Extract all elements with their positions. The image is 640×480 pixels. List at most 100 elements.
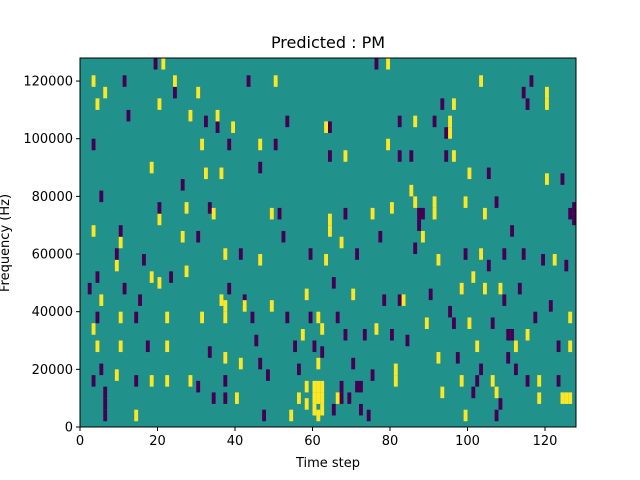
heatmap-cell-high bbox=[467, 167, 472, 180]
heatmap-cell-high bbox=[223, 300, 228, 312]
heatmap-cell-high bbox=[448, 115, 452, 128]
heatmap-cell-high bbox=[184, 202, 189, 214]
heatmap-cell-low bbox=[382, 294, 387, 306]
heatmap-cell-low bbox=[572, 202, 576, 214]
heatmap-cell-low bbox=[355, 380, 359, 393]
heatmap-cell-high bbox=[204, 167, 208, 180]
heatmap-cell-low bbox=[548, 300, 553, 312]
heatmap-cell-high bbox=[188, 109, 193, 122]
heatmap-cell-high bbox=[149, 271, 154, 283]
heatmap-cell-low bbox=[320, 346, 325, 358]
heatmap-cell-low bbox=[556, 340, 561, 353]
heatmap-cell-high bbox=[320, 392, 325, 404]
heatmap-cell-high bbox=[91, 75, 96, 87]
heatmap-cell-low bbox=[138, 294, 142, 306]
heatmap-cell-high bbox=[184, 265, 189, 278]
heatmap-cell-high bbox=[297, 392, 301, 404]
heatmap-cell-low bbox=[204, 115, 208, 128]
heatmap-cell-low bbox=[196, 230, 201, 243]
heatmap-cell-high bbox=[324, 121, 328, 133]
heatmap-cell-low bbox=[281, 230, 286, 243]
heatmap-cell-high bbox=[479, 75, 483, 87]
heatmap-cell-low bbox=[529, 75, 534, 87]
x-tick-label: 100 bbox=[455, 434, 480, 449]
heatmap-cell-low bbox=[506, 352, 511, 364]
heatmap-cell-high bbox=[304, 380, 309, 393]
heatmap-cell-low bbox=[347, 392, 352, 404]
heatmap-cell-low bbox=[207, 346, 212, 358]
heatmap-cell-low bbox=[308, 248, 313, 260]
heatmap-cell-high bbox=[452, 150, 456, 162]
heatmap-cell-high bbox=[409, 184, 414, 197]
heatmap-cell-low bbox=[91, 138, 96, 151]
heatmap-cell-high bbox=[320, 403, 325, 416]
heatmap-cell-high bbox=[118, 311, 123, 324]
heatmap-cell-low bbox=[227, 282, 232, 295]
heatmap-cell-high bbox=[289, 409, 294, 422]
heatmap-cell-high bbox=[161, 58, 166, 70]
heatmap-cell-high bbox=[157, 277, 162, 289]
x-tick-label: 80 bbox=[382, 434, 399, 449]
heatmap-cell-high bbox=[91, 323, 96, 335]
heatmap-cell-high bbox=[180, 230, 185, 243]
heatmap-cell-high bbox=[320, 323, 325, 335]
heatmap-cell-low bbox=[510, 328, 514, 341]
heatmap-cell-low bbox=[359, 380, 363, 393]
heatmap-cell-high bbox=[545, 173, 549, 185]
heatmap-cell-low bbox=[223, 375, 228, 387]
heatmap-cell-low bbox=[362, 328, 367, 341]
heatmap-cell-low bbox=[510, 225, 514, 237]
heatmap-cell-high bbox=[421, 230, 425, 243]
heatmap-cell-high bbox=[560, 392, 565, 404]
heatmap-cell-high bbox=[386, 138, 390, 151]
heatmap-cell-high bbox=[312, 380, 317, 393]
heatmap-cell-high bbox=[316, 392, 321, 404]
heatmap-cell-low bbox=[351, 357, 356, 370]
heatmap-cell-low bbox=[541, 254, 545, 266]
heatmap-cell-low bbox=[157, 202, 162, 214]
heatmap-cell-low bbox=[475, 375, 480, 387]
heatmap-cell-low bbox=[246, 75, 251, 87]
heatmap-cell-high bbox=[157, 98, 162, 110]
heatmap-cell-low bbox=[479, 363, 483, 376]
heatmap-cell-high bbox=[200, 138, 204, 151]
heatmap-cell-high bbox=[312, 403, 317, 416]
heatmap-cell-high bbox=[235, 392, 239, 404]
heatmap-cell-low bbox=[413, 242, 418, 255]
heatmap-cell-high bbox=[269, 300, 274, 312]
heatmap-cell-low bbox=[521, 86, 526, 99]
heatmap-cell-high bbox=[471, 271, 476, 283]
heatmap-cell-high bbox=[312, 392, 317, 404]
x-tick-label: 60 bbox=[304, 434, 321, 449]
heatmap-cell-low bbox=[498, 398, 503, 410]
heatmap-cell-high bbox=[339, 236, 344, 249]
heatmap-cell-low bbox=[266, 369, 270, 381]
heatmap-cell-low bbox=[486, 167, 491, 180]
heatmap-cell-high bbox=[498, 282, 503, 295]
heatmap-cell-high bbox=[219, 294, 224, 306]
heatmap-cell-low bbox=[339, 380, 344, 393]
heatmap-cell-low bbox=[417, 219, 421, 231]
heatmap-cell-high bbox=[103, 86, 108, 99]
y-tick-label: 100000 bbox=[23, 132, 73, 147]
heatmap-cell-high bbox=[134, 409, 139, 422]
heatmap-cell-high bbox=[219, 167, 224, 180]
heatmap-cell-high bbox=[231, 121, 235, 133]
heatmap-cell-high bbox=[335, 392, 340, 404]
heatmap-cell-high bbox=[269, 207, 274, 220]
heatmap-cell-low bbox=[258, 357, 263, 370]
heatmap-cell-low bbox=[568, 207, 573, 220]
heatmap-cell-high bbox=[316, 311, 321, 324]
heatmap-cell-high bbox=[165, 311, 170, 324]
heatmap-cell-high bbox=[316, 409, 321, 422]
heatmap-cell-low bbox=[180, 179, 185, 191]
heatmap-cell-low bbox=[308, 311, 313, 324]
heatmap-cell-low bbox=[103, 398, 108, 410]
heatmap-cell-high bbox=[514, 340, 518, 353]
heatmap-cell-low bbox=[145, 340, 150, 353]
heatmap-cell-high bbox=[436, 254, 441, 266]
heatmap-cell-low bbox=[409, 150, 414, 162]
heatmap-cell-high bbox=[483, 282, 487, 295]
heatmap-cell-low bbox=[455, 352, 460, 364]
